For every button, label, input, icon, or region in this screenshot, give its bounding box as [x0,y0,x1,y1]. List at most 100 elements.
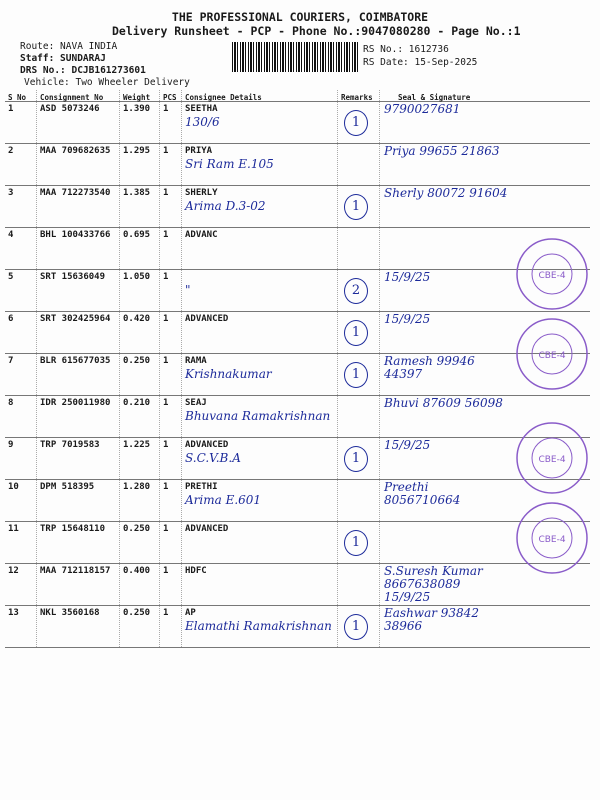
consignee-details: SHERLY Arima D.3-02 [182,186,338,227]
consignment-no: BLR 615677035 [37,354,120,395]
consignee-details: SEETHA 130/6 [182,102,338,143]
remarks [338,228,380,269]
rs-number: RS No.: 1612736 [363,44,449,55]
s-no: 12 [5,564,37,605]
handwritten-note: 130/6 [185,115,220,129]
seal-signature: Bhuvi 87609 56098 [380,396,590,437]
company-stamp: CBE-4 [516,502,588,574]
remark-mark: 1 [344,362,368,388]
handwritten-note: Arima E.601 [185,493,262,507]
s-no: 8 [5,396,37,437]
consignee-details: ADVANCED S.C.V.B.A [182,438,338,479]
seal-signature: 15/9/25 [380,312,590,353]
consignee-details: " [182,270,338,311]
weight: 1.295 [120,144,160,185]
signature: S.Suresh Kumar 8667638089 15/9/25 [384,564,483,604]
consignee-details: PRETHI Arima E.601 [182,480,338,521]
s-no: 9 [5,438,37,479]
weight: 0.250 [120,354,160,395]
consignee-name: HDFC [185,566,207,576]
consignee-details: PRIYA Sri Ram E.105 [182,144,338,185]
signature: 15/9/25 [384,438,431,452]
weight: 1.280 [120,480,160,521]
pcs: 1 [160,144,182,185]
consignee-name: RAMA [185,356,207,366]
runsheet-subtitle: Delivery Runsheet - PCP - Phone No.:9047… [112,24,521,38]
consignee-details: ADVANCED [182,522,338,563]
s-no: 13 [5,606,37,647]
signature: Eashwar 93842 38966 [384,606,479,633]
col-remarks: Remarks [338,90,380,102]
weight: 0.400 [120,564,160,605]
consignment-no: SRT 302425964 [37,312,120,353]
weight: 1.050 [120,270,160,311]
consignee-name: SHERLY [185,188,218,198]
seal-signature: 9790027681 [380,102,590,143]
signature: 15/9/25 [384,270,431,284]
pcs: 1 [160,312,182,353]
col-consignee: Consignee Details [182,90,338,102]
svg-text:CBE-4: CBE-4 [538,351,565,361]
table-row: 13 NKL 3560168 0.250 1 AP Elamathi Ramak… [5,606,590,648]
consignment-no: MAA 709682635 [37,144,120,185]
pcs: 1 [160,102,182,143]
pcs: 1 [160,606,182,647]
seal-signature: Eashwar 93842 38966 [380,606,590,647]
col-seal-signature: Seal & Signature [398,93,471,102]
pcs: 1 [160,522,182,563]
consignee-name: SEETHA [185,104,218,114]
remark-mark: 1 [344,110,368,136]
seal-signature: Priya 99655 21863 [380,144,590,185]
pcs: 1 [160,270,182,311]
s-no: 3 [5,186,37,227]
s-no: 11 [5,522,37,563]
table-row: 7 BLR 615677035 0.250 1 RAMA Krishnakuma… [5,354,590,396]
consignment-no: TRP 7019583 [37,438,120,479]
consignment-no: TRP 15648110 [37,522,120,563]
table-header: S No Consignment No Weight PCS Consignee… [5,90,590,102]
consignment-no: IDR 250011980 [37,396,120,437]
consignment-no: ASD 5073246 [37,102,120,143]
remarks: 1 [338,312,380,353]
pcs: 1 [160,438,182,479]
pcs: 1 [160,186,182,227]
s-no: 2 [5,144,37,185]
table-row: 6 SRT 302425964 0.420 1 ADVANCED 1 15/9/… [5,312,590,354]
weight: 0.250 [120,606,160,647]
table-row: 10 DPM 518395 1.280 1 PRETHI Arima E.601… [5,480,590,522]
weight: 0.210 [120,396,160,437]
s-no: 7 [5,354,37,395]
pcs: 1 [160,396,182,437]
barcode [232,42,360,72]
consignment-no: DPM 518395 [37,480,120,521]
table-row: 2 MAA 709682635 1.295 1 PRIYA Sri Ram E.… [5,144,590,186]
pcs: 1 [160,228,182,269]
consignee-name: ADVANCED [185,314,229,324]
pcs: 1 [160,564,182,605]
remark-mark: 1 [344,446,368,472]
remarks [338,480,380,521]
remarks: 1 [338,102,380,143]
drs-number: DRS No.: DCJB161273601 [20,65,146,76]
seal-signature: S.Suresh Kumar 8667638089 15/9/25 [380,564,590,605]
remarks: 1 [338,522,380,563]
remark-mark: 1 [344,614,368,640]
s-no: 4 [5,228,37,269]
svg-text:CBE-4: CBE-4 [538,535,565,545]
staff: Staff: SUNDARAJ [20,53,106,64]
weight: 1.390 [120,102,160,143]
consignee-details: HDFC [182,564,338,605]
consignment-no: MAA 712273540 [37,186,120,227]
svg-text:CBE-4: CBE-4 [538,455,565,465]
remarks [338,564,380,605]
table-row: 1 ASD 5073246 1.390 1 SEETHA 130/6 1 979… [5,102,590,144]
consignment-no: BHL 100433766 [37,228,120,269]
remarks [338,144,380,185]
remarks: 1 [338,606,380,647]
col-sno: S No [5,90,37,102]
pcs: 1 [160,480,182,521]
signature: Priya 99655 21863 [384,144,500,158]
route: Route: NAVA INDIA [20,41,118,52]
col-pcs: PCS [160,90,182,102]
